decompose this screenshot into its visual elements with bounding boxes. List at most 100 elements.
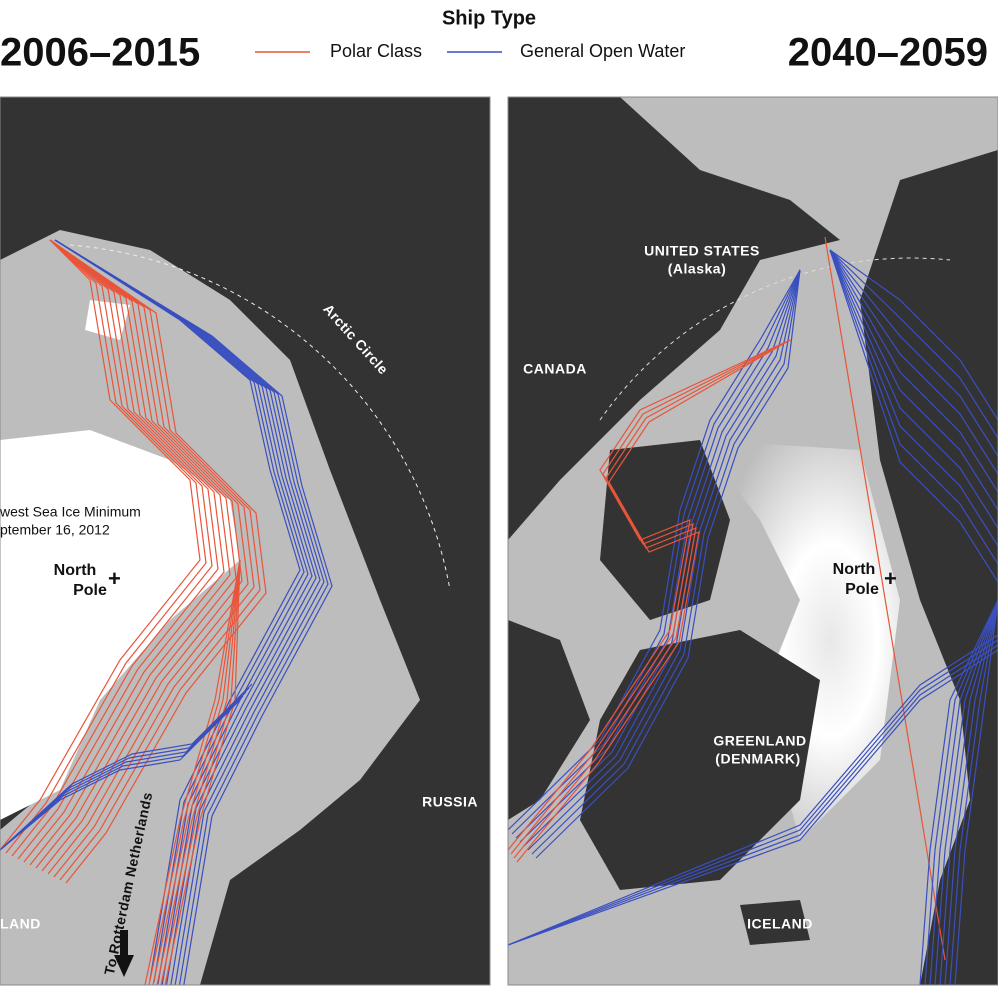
route (11, 239, 213, 857)
route (49, 239, 255, 878)
label: Pole (73, 582, 107, 599)
left-map: Arctic Circle west Sea Ice Minimum ptemb… (0, 97, 490, 985)
route (148, 559, 241, 985)
route (508, 644, 998, 946)
route (513, 339, 791, 859)
frame (0, 96, 491, 986)
label: Pole (845, 581, 879, 598)
pole-marker: + (108, 566, 121, 591)
route (829, 249, 998, 565)
route (54, 239, 333, 985)
route (54, 239, 329, 985)
label: ptember 16, 2012 (0, 522, 110, 538)
route (829, 249, 998, 439)
land (0, 97, 490, 985)
route (0, 699, 241, 851)
label: RUSSIA (422, 794, 478, 810)
label: (DENMARK) (715, 751, 800, 767)
route (829, 249, 998, 457)
route (0, 691, 247, 851)
land (0, 97, 260, 230)
land (508, 620, 590, 820)
arctic-circle (599, 257, 951, 421)
route (516, 339, 791, 863)
arctic-circle (69, 244, 451, 591)
label: LAND (0, 916, 41, 932)
route (829, 249, 998, 547)
legend-label: Polar Class (330, 41, 422, 61)
route (160, 559, 241, 985)
route (508, 634, 998, 946)
route (0, 239, 201, 851)
route (144, 559, 241, 985)
route (5, 239, 207, 854)
route (54, 239, 301, 981)
legend-title: Ship Type (442, 7, 536, 29)
frame (507, 96, 998, 986)
label: (Alaska) (668, 261, 726, 277)
route (829, 249, 998, 511)
route (829, 249, 998, 421)
right-map: UNITED STATES (Alaska) CANADA North Pole… (508, 97, 998, 985)
route (527, 269, 801, 851)
route (944, 599, 998, 985)
label: GREENLAND (713, 733, 806, 749)
land (508, 97, 840, 540)
route (152, 559, 241, 985)
route (0, 695, 244, 851)
route (939, 599, 998, 985)
label: CANADA (523, 361, 587, 377)
route (824, 236, 946, 961)
arrow (114, 930, 134, 977)
route (47, 239, 249, 875)
label: west Sea Ice Minimum (0, 504, 141, 520)
route (511, 269, 801, 835)
label: North (54, 562, 97, 579)
route (929, 599, 998, 985)
label: LAND (0, 725, 41, 741)
route (17, 239, 219, 860)
route (829, 249, 998, 583)
route (508, 269, 801, 831)
route (156, 559, 241, 985)
right-period: 2040–2059 (788, 31, 988, 75)
route (35, 239, 237, 869)
route (531, 269, 801, 855)
route (508, 649, 998, 946)
route (29, 239, 231, 866)
route (954, 599, 998, 985)
label: UNITED STATES (644, 243, 760, 259)
label: ICELAND (747, 916, 813, 932)
route (508, 639, 998, 946)
route (54, 239, 305, 983)
greenland-land (580, 630, 820, 890)
route (829, 249, 998, 493)
route (949, 599, 998, 985)
route (54, 239, 309, 985)
route (829, 249, 998, 475)
route (0, 687, 250, 851)
route (535, 269, 801, 859)
legend-label: General Open Water (520, 41, 685, 61)
route (829, 249, 998, 529)
route (49, 239, 267, 884)
route (49, 239, 261, 881)
route (924, 599, 998, 985)
route (519, 269, 801, 843)
label: North (833, 561, 876, 578)
label: MARK) (0, 743, 49, 759)
route (0, 683, 253, 851)
sea-ice (700, 440, 900, 840)
sea-ice (0, 430, 240, 820)
route (54, 239, 325, 985)
route (41, 239, 243, 872)
land (740, 900, 810, 945)
route (510, 339, 791, 855)
route (164, 559, 241, 985)
route (523, 269, 801, 847)
land (860, 150, 998, 985)
left-period: 2006–2015 (0, 31, 200, 75)
pole-marker: + (884, 566, 897, 591)
route (508, 339, 791, 851)
